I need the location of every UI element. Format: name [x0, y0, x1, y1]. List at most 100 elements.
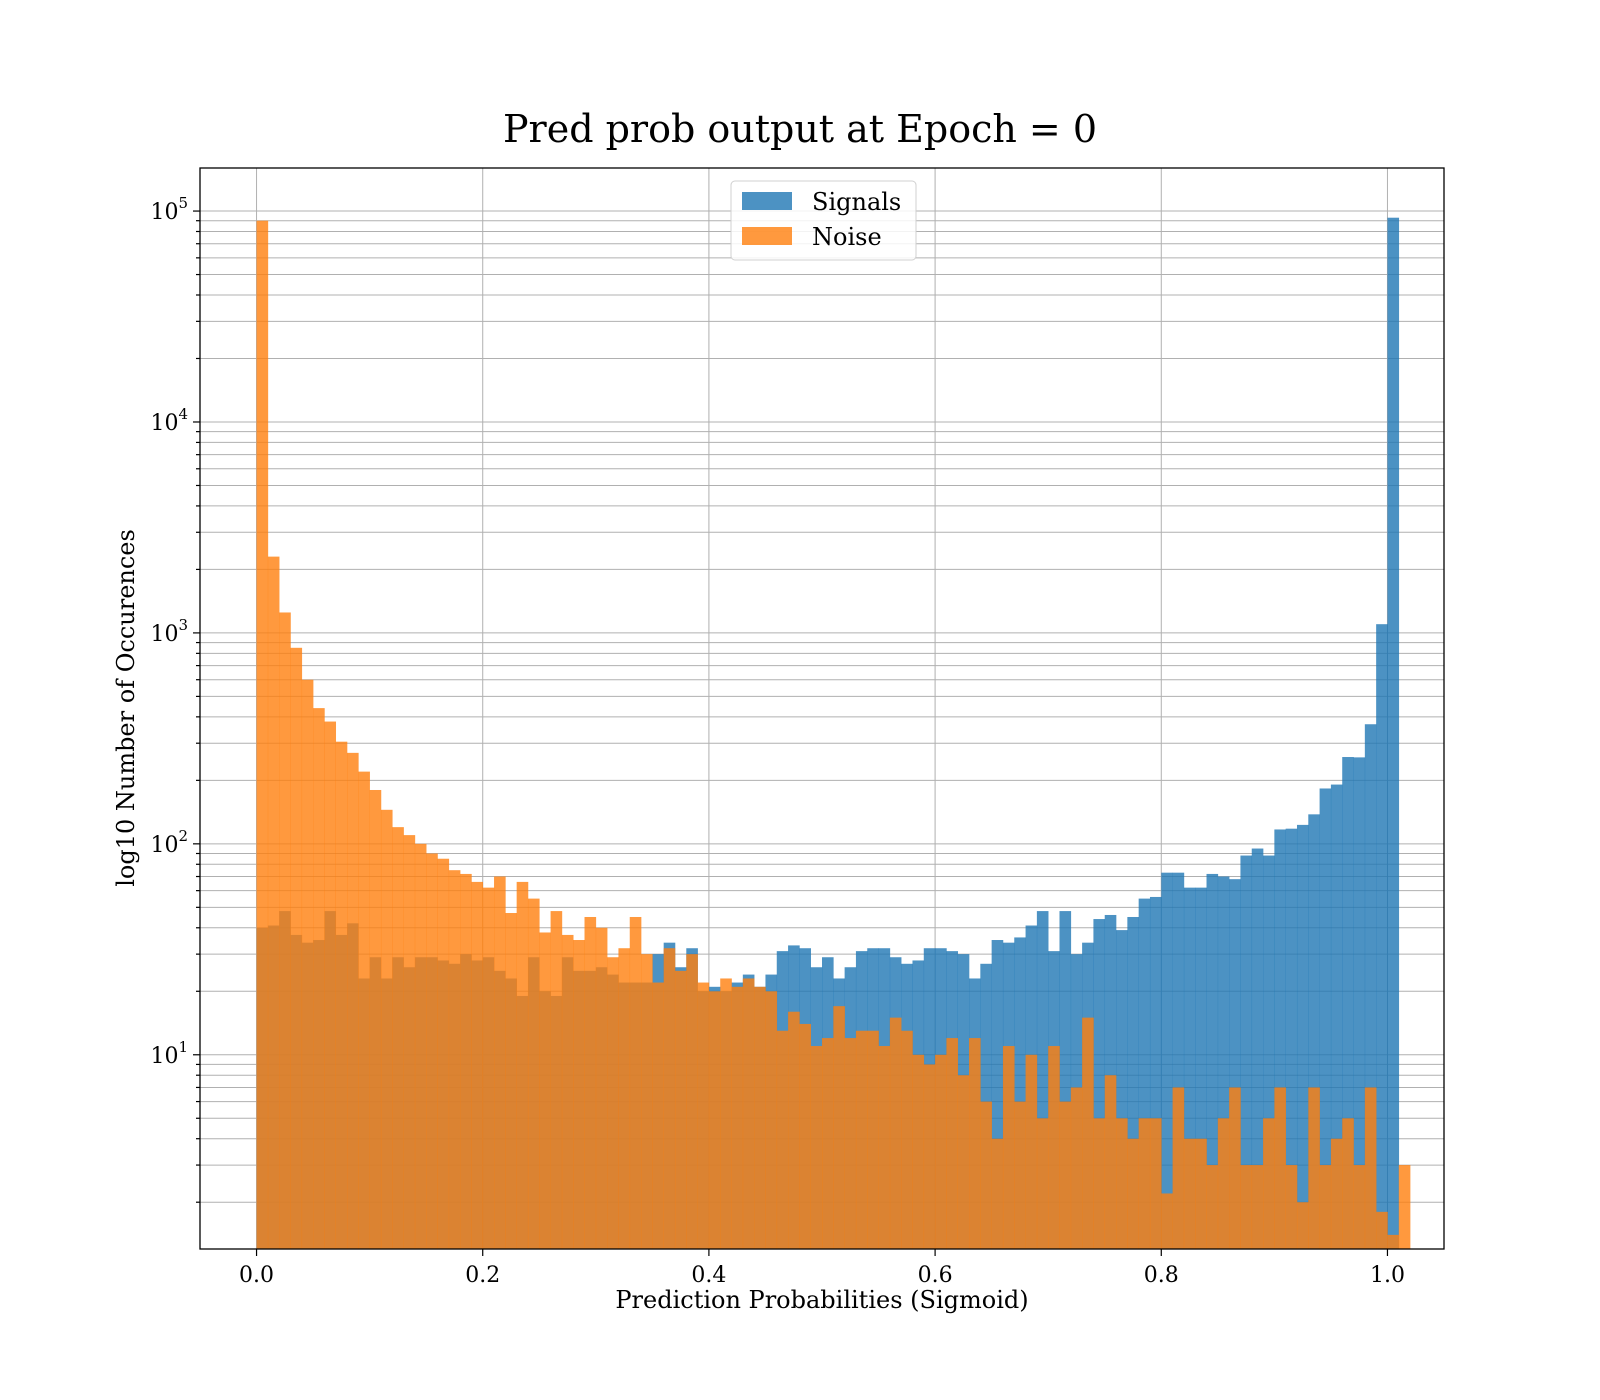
histogram-bar-noise	[1376, 1211, 1388, 1249]
histogram-bar-noise	[991, 1138, 1004, 1249]
histogram-bar-noise	[1048, 1046, 1060, 1249]
histogram-bar-noise	[392, 827, 404, 1249]
histogram-bar-noise	[279, 612, 291, 1249]
histogram-bar-noise	[957, 1075, 970, 1249]
histogram-bar-noise	[426, 853, 438, 1249]
y-axis-label: log10 Number of Occurences	[112, 529, 140, 887]
histogram-bar-noise	[810, 1046, 823, 1249]
histogram-bar-signals	[1036, 911, 1049, 1249]
histogram-bar-noise	[1070, 1087, 1083, 1249]
x-axis-label: Prediction Probabilities (Sigmoid)	[615, 1286, 1028, 1314]
histogram-bar-noise	[607, 957, 619, 1249]
x-tick-label: 0.4	[691, 1263, 726, 1288]
histogram-bar-signals	[1263, 855, 1275, 1249]
histogram-bar-noise	[878, 1046, 891, 1249]
histogram-bar-noise	[1161, 1193, 1173, 1249]
histogram-bar-noise	[324, 721, 337, 1249]
histogram-bar-noise	[946, 1038, 959, 1249]
histogram-bar-noise	[1217, 1118, 1230, 1249]
histogram-bar-noise	[414, 843, 427, 1249]
histogram-bar-noise	[1093, 1118, 1106, 1249]
histogram-bar-signals	[1251, 848, 1264, 1249]
legend-label-noise: Noise	[812, 223, 882, 251]
histogram-bar-noise	[1319, 1165, 1332, 1249]
histogram-bar-signals	[1183, 887, 1196, 1249]
histogram-bar-noise	[980, 1101, 992, 1249]
histogram-bar-noise	[1364, 1087, 1377, 1249]
histogram-bar-noise	[313, 708, 325, 1249]
histogram-bar-signals	[1161, 872, 1173, 1249]
x-tick-label: 1.0	[1370, 1263, 1405, 1288]
histogram-bar-noise	[742, 978, 755, 1249]
legend-swatch-signals	[742, 192, 792, 210]
histogram-bar-noise	[561, 934, 574, 1249]
histogram-bar-noise	[267, 556, 280, 1249]
histogram-bar-noise	[1127, 1138, 1139, 1249]
histogram-bar-signals	[1195, 887, 1207, 1249]
histogram-bar-noise	[1195, 1138, 1207, 1249]
legend-swatch-noise	[742, 227, 792, 245]
histogram-bar-noise	[290, 647, 303, 1249]
histogram-bar-noise	[867, 1030, 879, 1249]
chart-title: Pred prob output at Epoch = 0	[503, 107, 1097, 151]
histogram-bar-noise	[731, 986, 744, 1249]
histogram-bar-noise	[1263, 1118, 1275, 1249]
histogram-bar-noise	[833, 1006, 845, 1249]
histogram-bar-noise	[335, 741, 348, 1249]
histogram-bar-noise	[471, 881, 484, 1249]
histogram-bar-signals	[1116, 930, 1128, 1249]
y-tick-label: 103	[150, 616, 188, 647]
histogram-bar-noise	[573, 940, 585, 1249]
histogram-bar-noise	[754, 986, 766, 1249]
histogram-bar-noise	[347, 752, 359, 1249]
histogram-bar-noise	[595, 927, 608, 1249]
legend: Signals Noise	[730, 180, 917, 261]
histogram-bar-noise	[629, 916, 642, 1249]
histogram-bar-noise	[765, 991, 778, 1249]
histogram-bar-noise	[1387, 1234, 1400, 1249]
x-tick-label: 0.6	[918, 1263, 953, 1288]
histogram-bar-noise	[1398, 1165, 1411, 1249]
histogram-bar-noise	[527, 898, 540, 1249]
histogram-bar-noise	[822, 1038, 834, 1249]
histogram-bar-noise	[889, 1017, 902, 1249]
histogram-bar-signals	[1274, 829, 1286, 1249]
histogram-bar-noise	[969, 1038, 981, 1249]
histogram-bar-signals	[1296, 824, 1309, 1249]
y-tick-label: 104	[150, 405, 188, 436]
histogram-bar-noise	[550, 911, 563, 1249]
y-tick-label: 102	[150, 827, 188, 858]
histogram-bar-noise	[663, 948, 676, 1249]
histogram-bar-noise	[1172, 1087, 1185, 1249]
histogram-bar-noise	[935, 1054, 947, 1249]
histogram-bar-noise	[674, 970, 687, 1249]
series-noise	[256, 220, 1411, 1249]
histogram-bar-signals	[1217, 876, 1230, 1249]
histogram-bar-noise	[539, 932, 551, 1249]
histogram-bar-noise	[1285, 1165, 1298, 1249]
histogram-bar-noise	[1104, 1075, 1117, 1249]
histogram-bar-noise	[403, 835, 416, 1249]
histogram-bar-noise	[584, 916, 597, 1249]
histogram-bar-noise	[358, 771, 370, 1249]
histogram-bar-noise	[1274, 1087, 1286, 1249]
histogram-bar-noise	[1229, 1087, 1241, 1249]
histogram-bar-noise	[1183, 1138, 1196, 1249]
histogram-bar-signals	[1387, 217, 1400, 1250]
histogram-bar-noise	[641, 954, 653, 1249]
histogram-bar-noise	[301, 679, 314, 1249]
histogram-bar-noise	[369, 789, 382, 1249]
histogram-bar-noise	[494, 876, 506, 1249]
x-tick-label: 0.2	[465, 1263, 500, 1288]
histogram-bar-noise	[1342, 1118, 1354, 1249]
histogram-bar-noise	[855, 1030, 868, 1249]
histogram-bar-noise	[1025, 1054, 1038, 1249]
histogram-bar-noise	[1059, 1101, 1072, 1249]
x-tick-label: 0.8	[1144, 1263, 1179, 1288]
histogram-bars	[256, 217, 1411, 1250]
histogram-bar-noise	[437, 858, 450, 1249]
histogram-bar-noise	[1014, 1101, 1026, 1249]
y-axis: 101 102 103 104 105	[150, 194, 200, 1203]
histogram-bar-signals	[1240, 855, 1253, 1249]
histogram-bar-noise	[1330, 1138, 1343, 1249]
